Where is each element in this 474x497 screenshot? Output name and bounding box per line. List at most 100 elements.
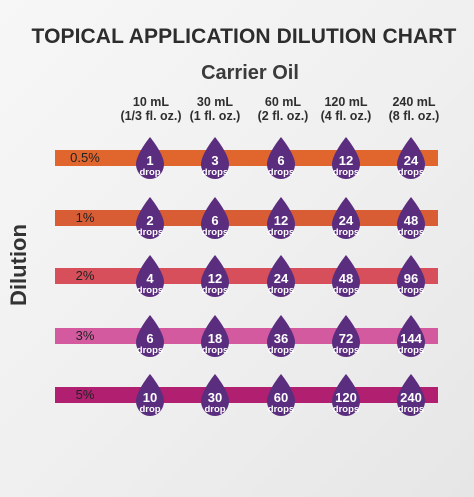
drop-count: 10 drop bbox=[132, 390, 168, 415]
drop-count-icon: 24 drops bbox=[328, 196, 364, 240]
drop-number: 72 bbox=[338, 331, 354, 346]
drop-number: 96 bbox=[403, 271, 419, 286]
water-drop-icon bbox=[332, 315, 360, 357]
carrier-oil-heading: Carrier Oil bbox=[201, 62, 299, 84]
drop-count: 24 drops bbox=[393, 154, 429, 178]
drop-count: 30 drop bbox=[197, 391, 233, 415]
drop-count-icon: 72 drops bbox=[328, 314, 364, 358]
drop-count-icon: 240 drops bbox=[393, 373, 429, 417]
drop-count: 18 drops bbox=[197, 332, 233, 356]
water-drop-icon bbox=[201, 374, 229, 416]
drop-count: 4 drops bbox=[132, 271, 168, 296]
water-drop-icon bbox=[136, 374, 164, 416]
drop-count: 36 drops bbox=[263, 332, 299, 356]
drop-unit: drops bbox=[397, 227, 425, 238]
drop-unit: drops bbox=[201, 227, 229, 238]
drop-unit: drops bbox=[267, 345, 295, 356]
drop-count: 240 drops bbox=[393, 390, 429, 415]
column-header-volume: 10 mL bbox=[132, 95, 170, 109]
drop-count: 12 drops bbox=[263, 213, 299, 238]
drop-count: 24 drops bbox=[328, 213, 364, 238]
drop-count-icon: 120 drops bbox=[328, 373, 364, 417]
drop-count-icon: 18 drops bbox=[197, 314, 233, 358]
drop-count-icon: 2 drops bbox=[132, 196, 168, 240]
drop-count-icon: 60 drops bbox=[263, 373, 299, 417]
drop-count: 120 drops bbox=[328, 391, 364, 415]
dilution-label: 5% bbox=[75, 387, 95, 402]
drop-number: 10 bbox=[142, 390, 158, 405]
drop-number: 240 bbox=[400, 390, 422, 405]
drop-unit: drops bbox=[397, 167, 425, 178]
drop-count-icon: 24 drops bbox=[263, 254, 299, 298]
drop-count-icon: 6 drops bbox=[197, 196, 233, 240]
column-header-10ml: 10 mL (1/3 fl. oz.) bbox=[111, 95, 191, 123]
drop-count-icon: 12 drops bbox=[328, 136, 364, 180]
drop-count-icon: 24 drops bbox=[393, 136, 429, 180]
drop-number: 12 bbox=[273, 213, 289, 228]
drop-unit: drops bbox=[397, 345, 425, 356]
drop-number: 24 bbox=[338, 213, 354, 228]
drop-number: 48 bbox=[403, 213, 419, 228]
page-title: TOPICAL APPLICATION DILUTION CHART bbox=[31, 25, 457, 48]
drop-unit: drops bbox=[201, 167, 229, 178]
drop-count: 48 drops bbox=[328, 271, 364, 296]
drop-count: 2 drops bbox=[132, 213, 168, 238]
drop-number: 3 bbox=[211, 153, 219, 168]
drop-count: 60 drops bbox=[263, 390, 299, 415]
drop-unit: drop bbox=[139, 404, 161, 415]
water-drop-icon bbox=[136, 315, 164, 357]
water-drop-icon bbox=[201, 255, 229, 297]
drop-count-icon: 3 drops bbox=[197, 136, 233, 180]
drop-number: 48 bbox=[338, 271, 354, 286]
drop-count: 12 drops bbox=[197, 271, 233, 296]
drop-number: 6 bbox=[146, 331, 154, 346]
water-drop-icon bbox=[332, 255, 360, 297]
drop-count: 6 drops bbox=[197, 214, 233, 238]
water-drop-icon bbox=[136, 255, 164, 297]
drop-count: 48 drops bbox=[393, 213, 429, 238]
drop-unit: drops bbox=[267, 285, 295, 296]
dilution-label: 2% bbox=[75, 268, 95, 283]
drop-number: 4 bbox=[146, 271, 154, 286]
drop-count: 6 drops bbox=[132, 331, 168, 356]
column-header-volume: 120 mL bbox=[324, 95, 368, 109]
drop-unit: drops bbox=[332, 404, 360, 415]
dilution-label: 3% bbox=[75, 328, 95, 343]
column-header-120ml: 120 mL (4 fl. oz.) bbox=[306, 95, 386, 123]
drop-unit: drops bbox=[267, 167, 295, 178]
drop-count: 72 drops bbox=[328, 331, 364, 356]
drop-count-icon: 4 drops bbox=[132, 254, 168, 298]
column-header-240ml: 240 mL (8 fl. oz.) bbox=[374, 95, 454, 123]
drop-unit: drops bbox=[201, 345, 229, 356]
column-header-60ml: 60 mL (2 fl. oz.) bbox=[243, 95, 323, 123]
drop-count: 24 drops bbox=[263, 271, 299, 296]
drop-count: 12 drops bbox=[328, 153, 364, 178]
water-drop-icon bbox=[397, 137, 425, 179]
drop-count: 1 drop bbox=[132, 154, 168, 178]
water-drop-icon bbox=[267, 197, 295, 239]
drop-unit: drops bbox=[136, 227, 164, 238]
water-drop-icon bbox=[201, 315, 229, 357]
water-drop-icon bbox=[267, 315, 295, 357]
water-drop-icon bbox=[267, 255, 295, 297]
drop-number: 12 bbox=[207, 271, 223, 286]
drop-count: 6 drops bbox=[263, 154, 299, 178]
drop-number: 144 bbox=[400, 331, 422, 346]
drop-count-icon: 1 drop bbox=[132, 136, 168, 180]
drop-unit: drop bbox=[139, 167, 161, 178]
column-header-ounces: (1/3 fl. oz.) bbox=[120, 109, 182, 123]
column-header-ounces: (8 fl. oz.) bbox=[388, 109, 440, 123]
column-header-volume: 60 mL bbox=[264, 95, 302, 109]
drop-number: 2 bbox=[146, 213, 154, 228]
drop-number: 24 bbox=[273, 271, 289, 286]
water-drop-icon bbox=[332, 137, 360, 179]
drop-number: 60 bbox=[273, 390, 289, 405]
drop-count-icon: 12 drops bbox=[197, 254, 233, 298]
water-drop-icon bbox=[397, 255, 425, 297]
drop-number: 12 bbox=[338, 153, 354, 168]
column-header-ounces: (4 fl. oz.) bbox=[320, 109, 372, 123]
water-drop-icon bbox=[332, 197, 360, 239]
drop-unit: drops bbox=[136, 285, 164, 296]
drop-unit: drops bbox=[332, 227, 360, 238]
